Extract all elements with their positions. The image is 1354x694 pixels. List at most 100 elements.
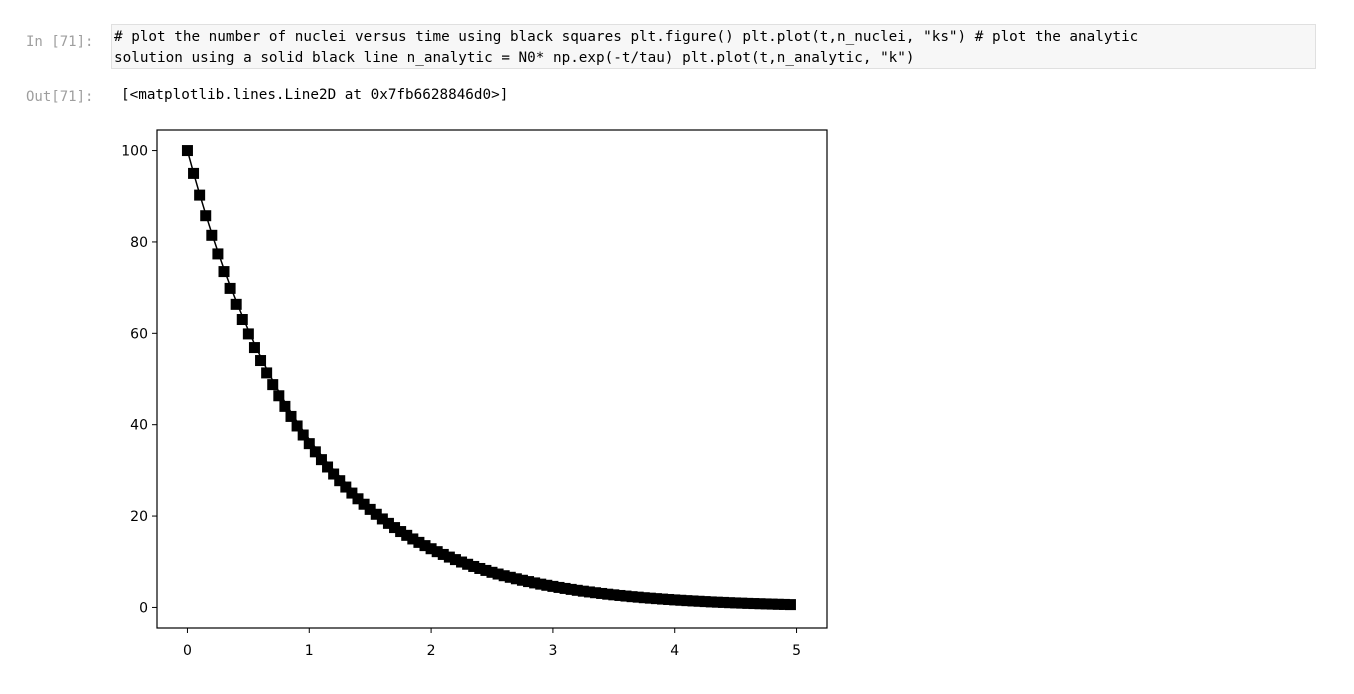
data-point-square (230, 298, 242, 310)
data-point-square (358, 498, 370, 510)
data-point-square (681, 595, 693, 607)
code-line-2: solution using a solid black line n_anal… (114, 50, 915, 66)
data-point-square (529, 577, 541, 589)
data-point-square (443, 551, 455, 563)
data-point-square (547, 580, 559, 592)
data-point-square (778, 598, 790, 610)
data-point-square (590, 587, 602, 599)
data-point-square (632, 591, 644, 603)
data-point-square (766, 598, 778, 610)
x-tick-label: 0 (183, 643, 192, 659)
y-tick-label: 60 (130, 326, 148, 342)
data-point-square (285, 410, 297, 422)
output-prompt: Out[71]: (26, 89, 94, 105)
data-point-square (510, 573, 522, 585)
data-point-square (407, 533, 419, 545)
data-point-square (346, 487, 358, 499)
data-point-square (650, 593, 662, 605)
data-point-square (669, 594, 681, 606)
y-axis: 0 20 40 60 80 100 (121, 144, 157, 616)
input-prompt: In [71]: (26, 34, 94, 50)
data-point-square (389, 522, 401, 534)
data-point-square (279, 400, 291, 412)
data-point-square (577, 585, 589, 597)
y-tick-label: 80 (130, 235, 148, 251)
data-point-square (626, 591, 638, 603)
y-tick-label: 40 (130, 418, 148, 434)
data-point-square (468, 560, 480, 572)
data-point-square (224, 282, 236, 294)
data-point-square (376, 513, 388, 525)
data-point-square (748, 598, 760, 610)
data-point-square (730, 597, 742, 609)
data-point-square (480, 564, 492, 576)
data-point-square (486, 566, 498, 578)
data-point-square (413, 536, 425, 548)
data-point-square (322, 461, 334, 473)
data-point-square (693, 595, 705, 607)
data-point-square (571, 584, 583, 596)
data-point-square (644, 592, 656, 604)
data-point-square (705, 596, 717, 608)
analytic-line (186, 150, 791, 605)
data-point-square (267, 379, 279, 391)
data-point-square (340, 481, 352, 493)
data-point-square (181, 145, 193, 157)
data-point-square (663, 593, 675, 605)
data-point-square (784, 599, 796, 611)
data-point-square (236, 314, 248, 326)
data-point-square (431, 546, 443, 558)
data-point-square (717, 596, 729, 608)
data-point-square (206, 229, 218, 241)
y-tick-label: 100 (121, 144, 148, 160)
data-point-square (212, 248, 224, 260)
data-point-square (711, 596, 723, 608)
data-point-square (583, 586, 595, 598)
y-tick-label: 0 (139, 600, 148, 616)
data-point-square (620, 590, 632, 602)
data-point-square (492, 568, 504, 580)
data-point-square (297, 429, 309, 441)
x-tick-label: 1 (305, 643, 314, 659)
data-point-square (382, 517, 394, 529)
axes-frame (156, 129, 828, 629)
data-point-square (194, 189, 206, 201)
plot-area (181, 145, 796, 611)
data-point-square (565, 583, 577, 595)
data-point-square (608, 589, 620, 601)
data-point-square (291, 420, 303, 432)
code-line-1: # plot the number of nuclei versus time … (114, 29, 1139, 45)
data-point-square (449, 554, 461, 566)
data-point-square (419, 540, 431, 552)
x-axis: 0 1 2 3 4 5 (183, 628, 801, 659)
code-cell-input[interactable]: # plot the number of nuclei versus time … (111, 24, 1316, 69)
data-point-square (559, 582, 571, 594)
x-tick-label: 5 (792, 643, 801, 659)
x-tick-label: 2 (427, 643, 436, 659)
data-point-square (614, 589, 626, 601)
data-point-square (474, 562, 486, 574)
data-point-square (255, 355, 267, 367)
data-point-square (395, 526, 407, 538)
data-point-square (261, 367, 273, 379)
data-point-square (516, 574, 528, 586)
data-point-square (742, 597, 754, 609)
data-point-square (315, 454, 327, 466)
y-tick-label: 20 (130, 509, 148, 525)
data-point-square (364, 503, 376, 515)
data-point-square (437, 548, 449, 560)
data-point-square (425, 543, 437, 555)
data-point-square (273, 390, 285, 402)
data-point-square (772, 598, 784, 610)
data-point-square (754, 598, 766, 610)
data-point-square (218, 266, 230, 278)
data-point-square (188, 167, 200, 179)
data-point-square (401, 529, 413, 541)
data-point-square (370, 508, 382, 520)
data-point-square (535, 578, 547, 590)
data-point-square (328, 468, 340, 480)
data-point-square (657, 593, 669, 605)
data-point-square (760, 598, 772, 610)
data-point-square (724, 597, 736, 609)
